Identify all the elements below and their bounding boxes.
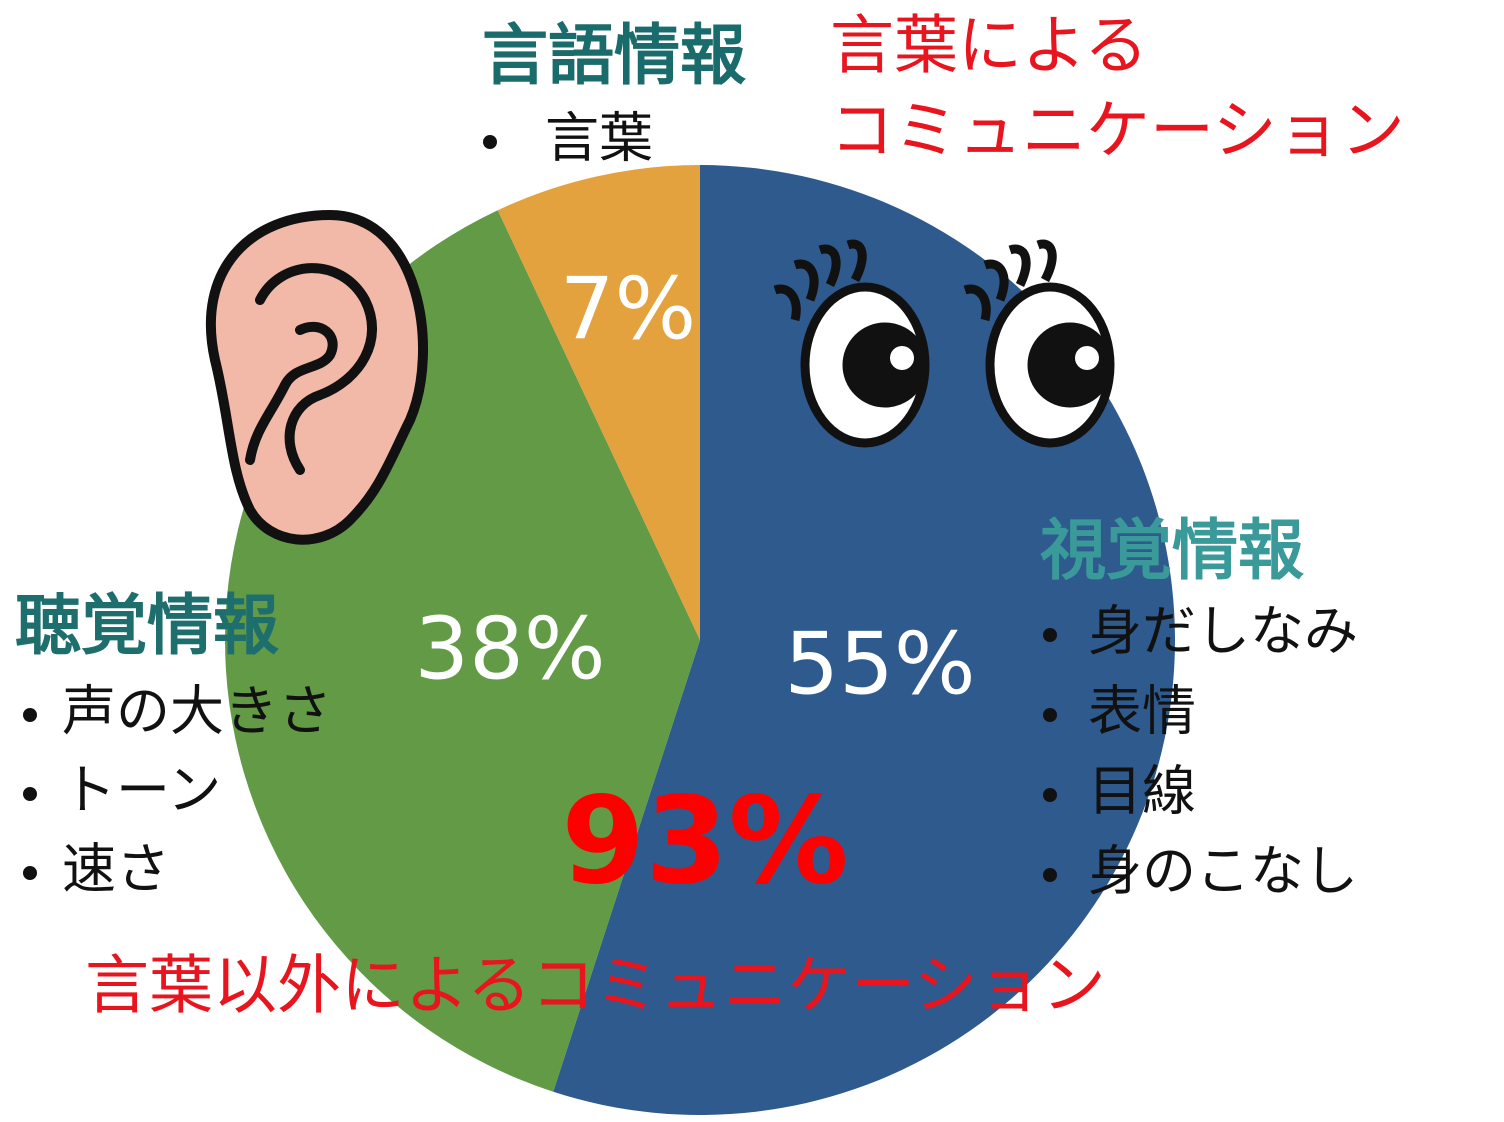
bullet [23,866,37,880]
bullet [23,787,37,801]
eyes-illustration [773,239,1115,448]
group-heading: 視覚情報 [1040,512,1304,589]
group-heading: 聴覚情報 [15,587,279,664]
value-label: 7% [560,259,696,359]
detail-item: 身だしなみ [1088,600,1358,663]
bullet [1043,788,1057,802]
ear-illustration [205,209,428,545]
bullet [1043,868,1057,882]
bullet [1043,708,1057,722]
detail-item: 声の大きさ [62,680,332,743]
highlight: 93% [561,773,848,912]
value-label: 38% [414,599,605,699]
detail-item: 身のこなし [1088,840,1358,903]
bullet [1043,628,1057,642]
annotation: 言葉による [830,10,1148,84]
detail-item: 目線 [1088,760,1196,823]
detail-item: 言葉 [545,107,653,170]
detail-item: 速さ [62,838,170,901]
bullet [483,135,497,149]
detail-item: トーン [62,759,221,822]
value-label: 55% [784,614,975,714]
pie-slice [497,165,700,640]
detail-item: 表情 [1088,680,1196,743]
group-heading: 言語情報 [482,17,746,94]
annotation: コミュニケーション [830,95,1405,169]
bullet [23,708,37,722]
annotation: 言葉以外によるコミュニケーション [85,950,1106,1024]
